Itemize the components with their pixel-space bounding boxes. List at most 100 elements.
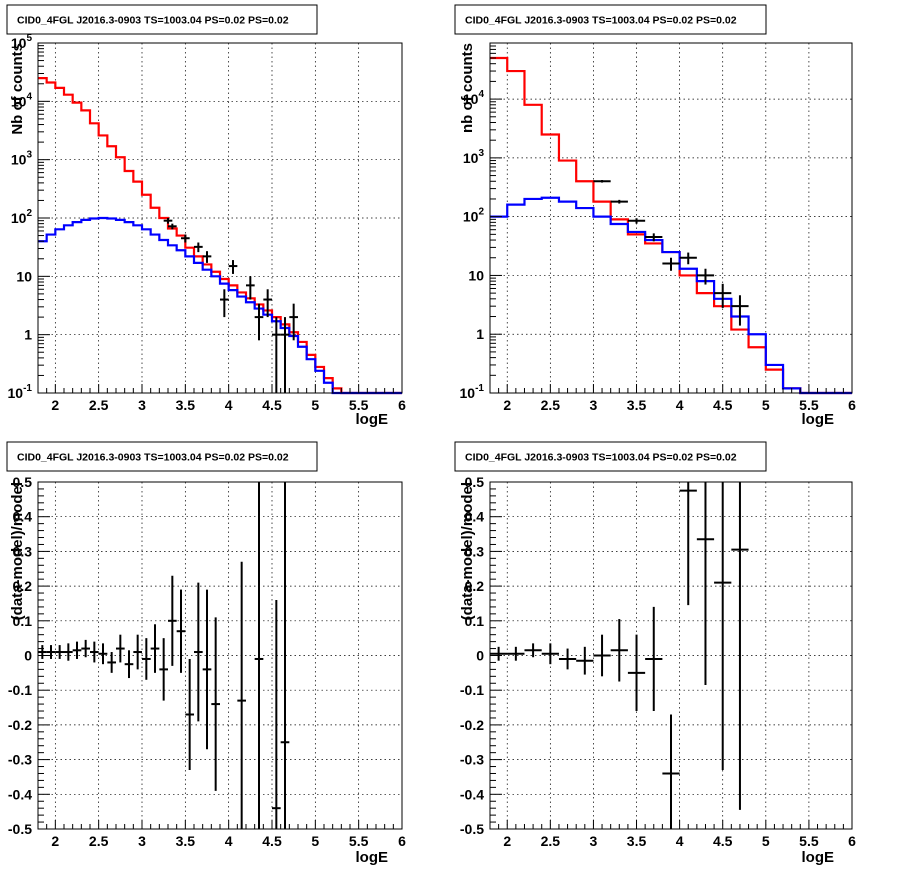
y-tick-label: 1 (476, 326, 484, 342)
y-axis-title: nb of counts (459, 43, 476, 133)
y-tick-label: -0.3 (8, 752, 32, 768)
y-tick-label: -0.4 (8, 786, 32, 802)
data-point (558, 648, 577, 670)
data-point (90, 641, 99, 663)
data-point (220, 289, 229, 318)
x-tick-label: 5 (762, 833, 770, 849)
data-point (194, 582, 203, 722)
data-point (714, 482, 732, 771)
x-tick-label: 2 (51, 833, 59, 849)
data-point (593, 634, 611, 677)
y-tick-label: -0.4 (460, 786, 484, 802)
x-tick-label: 4 (676, 397, 684, 413)
data-point (610, 619, 628, 682)
histogram-series-1 (38, 77, 402, 395)
y-tick-label: 0.3 (465, 543, 485, 559)
y-tick-label: -0.2 (8, 717, 32, 733)
y-tick-label: 10 (468, 267, 484, 283)
x-tick-label: 3.5 (627, 397, 647, 413)
x-tick-label: 3 (590, 397, 598, 413)
data-point (142, 638, 151, 680)
data-point (124, 650, 134, 679)
y-tick-label: 103 (11, 150, 33, 168)
x-tick-label: 2.5 (89, 833, 109, 849)
data-point (81, 639, 90, 658)
y-tick-label: 0.5 (13, 474, 33, 490)
histogram-series-2 (38, 216, 402, 395)
x-tick-label: 6 (398, 397, 406, 413)
chart-title: CID0_4FGL J2016.3-0903 TS=1003.04 PS=0.0… (465, 452, 737, 464)
y-axis-title: (data-model)/model (9, 482, 26, 620)
data-point (163, 218, 173, 224)
x-tick-label: 6 (848, 397, 856, 413)
y-tick-label: 0 (476, 648, 484, 664)
chart-title: CID0_4FGL J2016.3-0903 TS=1003.04 PS=0.0… (17, 15, 289, 27)
y-tick-label: -0.5 (8, 821, 32, 837)
y-tick-label: 10 (16, 268, 32, 284)
x-tick-label: 2.5 (89, 397, 109, 413)
data-point (714, 283, 732, 308)
y-tick-label: 103 (463, 148, 485, 166)
y-tick-label: 1 (24, 327, 32, 343)
data-point (696, 482, 715, 685)
x-tick-label: 4 (225, 397, 233, 413)
x-tick-label: 5 (311, 833, 319, 849)
x-tick-label: 4.5 (713, 833, 733, 849)
panel-3: 2 2.5 3 3.5 4 4.5 5 5.5 6 -0.5 -0.4 -0.3 -0.2 -0.1 0 0.… (6, 441, 406, 866)
x-axis-title: logE (356, 411, 389, 428)
x-tick-label: 5.5 (799, 397, 819, 413)
data-point (610, 199, 628, 204)
data-point (150, 624, 160, 673)
y-tick-label: -0.5 (460, 821, 484, 837)
x-tick-label: 2 (51, 397, 59, 413)
x-tick-label: 5.5 (349, 397, 369, 413)
panel-2: 2 2.5 3 3.5 4 4.5 5 5.5 6 10-1 1 10 102 103 104 logE nb … (454, 4, 856, 428)
data-point (679, 482, 697, 606)
data-point (645, 606, 663, 712)
x-tick-label: 2.5 (541, 833, 561, 849)
y-axis-title: (data-model)/model (459, 482, 476, 620)
x-axis-title: logE (356, 849, 389, 866)
data-point (246, 276, 255, 300)
data-point (228, 260, 238, 274)
data-point (133, 634, 142, 670)
y-tick-label: -0.1 (460, 682, 484, 698)
data-point (263, 289, 272, 318)
y-tick-label: -0.1 (8, 682, 32, 698)
data-point (524, 643, 542, 658)
data-point (507, 646, 525, 661)
x-axis-title: logE (802, 411, 835, 428)
y-tick-label: 0.2 (465, 578, 485, 594)
data-point (272, 317, 281, 393)
title-box (6, 4, 318, 35)
data-point (46, 645, 56, 659)
y-axis-title: Nb of counts (9, 43, 26, 135)
x-tick-label: 3.5 (627, 833, 647, 849)
title-box (454, 4, 767, 35)
x-tick-label: 6 (848, 833, 856, 849)
data-point (116, 634, 125, 663)
data-point (662, 257, 680, 271)
data-point (289, 303, 298, 341)
data-point (576, 646, 594, 675)
data-point (645, 233, 663, 242)
data-point (627, 218, 646, 224)
x-tick-label: 2.5 (541, 397, 561, 413)
y-tick-label: 0.4 (13, 509, 33, 525)
data-point (72, 641, 82, 659)
x-tick-label: 2 (503, 397, 511, 413)
y-tick-label: 10-1 (460, 383, 485, 401)
x-tick-label: 4.5 (713, 397, 733, 413)
y-tick-label: 0.3 (13, 543, 33, 559)
data-point (107, 652, 116, 673)
data-point (490, 646, 508, 661)
data-point (662, 714, 680, 829)
y-tick-label: 0.2 (13, 578, 33, 594)
y-tick-label: 10-1 (8, 383, 33, 401)
histogram-series-1 (490, 56, 852, 395)
data-point (280, 482, 290, 829)
y-tick-label: 102 (11, 208, 33, 226)
data-point (272, 599, 281, 829)
data-point (55, 645, 64, 659)
x-tick-label: 6 (398, 833, 406, 849)
